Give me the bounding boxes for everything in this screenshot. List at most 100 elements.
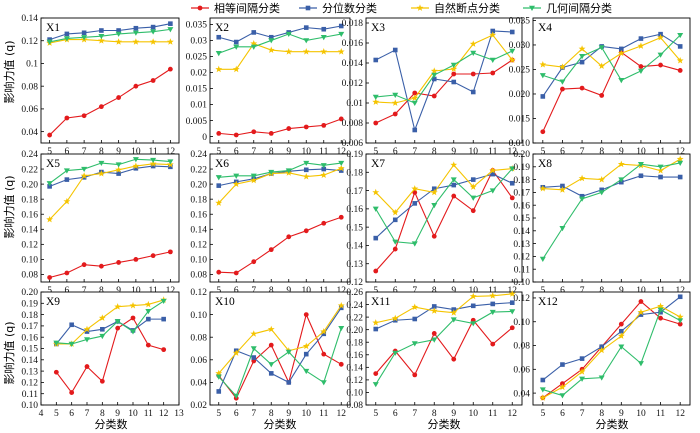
- x-tick-label: 7: [82, 286, 87, 296]
- data-point: [598, 45, 605, 51]
- data-point: [658, 315, 663, 321]
- panel-X1: 0.04 0.06 0.08 0.1 0.12 0.14 5 6 7 8 9 10 11 12 X1: [21, 14, 180, 157]
- data-point: [509, 325, 515, 331]
- data-point: [286, 380, 292, 385]
- plot-frame: [532, 153, 691, 283]
- x-tick-label: 11: [319, 286, 328, 296]
- data-point: [146, 316, 151, 322]
- data-point: [68, 341, 75, 347]
- data-point: [539, 387, 546, 393]
- data-point: [373, 120, 379, 126]
- x-tick-label: 8: [269, 147, 274, 157]
- y-tick-label: 0.13: [346, 260, 363, 270]
- series-line: [218, 42, 342, 70]
- y-tick-label: 0.10: [190, 311, 207, 321]
- data-point: [150, 29, 157, 35]
- data-point: [618, 78, 625, 84]
- series-line: [542, 33, 681, 97]
- data-point: [489, 31, 497, 38]
- data-point: [431, 72, 438, 78]
- data-point: [391, 314, 399, 322]
- data-point: [53, 340, 60, 346]
- data-point: [64, 270, 70, 276]
- data-point: [320, 171, 328, 178]
- y-tick-label: 0.10: [21, 256, 38, 266]
- series-相等间隔分类: [53, 315, 167, 395]
- panel-title: X7: [371, 158, 385, 170]
- data-point: [490, 301, 496, 307]
- data-point: [303, 124, 309, 130]
- series-几何间隔分类: [539, 307, 684, 399]
- data-point: [338, 305, 344, 311]
- data-point: [233, 173, 240, 179]
- y-tick-label: 0.04: [513, 389, 530, 399]
- data-point: [431, 186, 437, 192]
- x-tick-label: 9: [286, 409, 291, 419]
- series-line: [49, 251, 171, 279]
- data-point: [168, 21, 173, 26]
- series-line: [542, 36, 681, 68]
- data-point: [216, 269, 222, 275]
- data-point: [81, 166, 88, 173]
- plot-frame: [532, 17, 691, 144]
- panel-X6: 0.08 0.10 0.12 0.14 0.16 0.18 0.20 0.22 0.24 5 6 7 8…: [190, 150, 351, 296]
- series-line: [542, 305, 681, 399]
- data-point: [268, 130, 274, 136]
- data-point: [114, 319, 121, 325]
- data-point: [489, 188, 496, 194]
- series-line: [56, 300, 164, 345]
- x-tick-label: 6: [234, 409, 239, 419]
- y-tick-label: 0.19: [21, 300, 38, 310]
- y-tick-label: 0.02: [190, 401, 207, 411]
- data-point: [98, 160, 105, 167]
- data-point: [84, 329, 90, 334]
- data-point: [268, 371, 274, 376]
- legend-marker: [529, 5, 535, 11]
- data-point: [320, 48, 328, 55]
- y-tick-label: 0.01: [346, 99, 363, 109]
- series-自然断点分类: [372, 290, 516, 326]
- x-tick-label: 10: [131, 147, 141, 157]
- series-line: [55, 318, 164, 345]
- data-point: [145, 309, 152, 315]
- series-line: [218, 216, 342, 274]
- data-point: [450, 309, 458, 316]
- x-tick-label: 10: [128, 409, 138, 419]
- data-point: [391, 99, 399, 106]
- x-tick-label: 4: [39, 409, 44, 419]
- data-point: [619, 328, 624, 334]
- data-point: [132, 30, 139, 36]
- data-point: [303, 351, 309, 357]
- data-point: [150, 253, 156, 259]
- data-point: [450, 65, 458, 72]
- data-point: [677, 321, 683, 327]
- data-point: [559, 186, 566, 193]
- data-point: [411, 185, 419, 192]
- data-point: [470, 303, 476, 309]
- y-tick-label: 0.18: [346, 338, 363, 348]
- data-point: [451, 79, 457, 85]
- data-point: [470, 195, 477, 201]
- y-tick-label: 0.14: [513, 227, 530, 237]
- data-point: [658, 62, 663, 68]
- panel-title: X11: [371, 296, 391, 308]
- y-tick-label: 0.10: [190, 256, 207, 266]
- panel-X3: 0.006 0.008 0.01 0.012 0.014 0.016 0.018 5 6 7 8 9 1…: [342, 17, 523, 157]
- x-tick-label: 7: [580, 147, 585, 157]
- plot-frame: [40, 291, 180, 406]
- data-point: [83, 325, 91, 333]
- data-point: [302, 172, 310, 180]
- data-point: [115, 325, 121, 331]
- panel-title: X12: [538, 296, 558, 308]
- y-tick-label: 0.24: [346, 301, 363, 311]
- panel-title: X10: [215, 296, 235, 308]
- data-point: [321, 166, 327, 172]
- data-point: [167, 249, 173, 255]
- data-point: [431, 203, 438, 209]
- data-point: [129, 301, 137, 309]
- panel-X12: 0.04 0.06 0.08 0.10 0.12 5 6 7 8 9 10 11 12 X12: [513, 291, 691, 419]
- y-tick-label: 0.10: [346, 389, 363, 399]
- data-point: [539, 394, 547, 401]
- x-tick-label: 6: [234, 147, 239, 157]
